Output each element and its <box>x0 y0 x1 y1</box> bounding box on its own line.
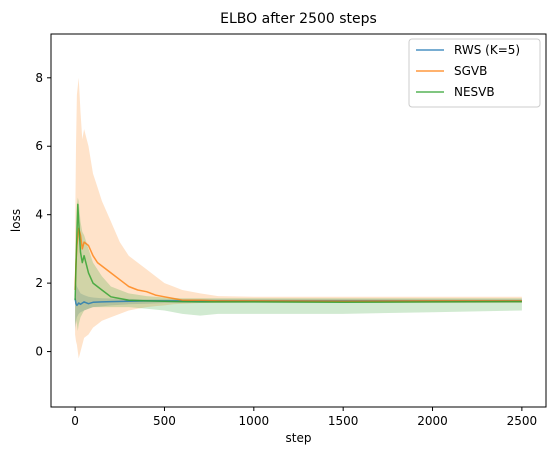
series-lines <box>74 203 522 307</box>
variance-bands <box>75 77 522 359</box>
x-tick-label: 500 <box>153 414 176 428</box>
legend-label-rws-k-5: RWS (K=5) <box>454 43 520 57</box>
legend: RWS (K=5) SGVB NESVB <box>408 38 541 108</box>
sgvb-band <box>75 77 522 359</box>
plot-area-frame <box>50 33 547 408</box>
x-tick-label: 0 <box>71 414 79 428</box>
x-axis-ticks: 0 500 1000 1500 2000 2500 <box>71 407 537 428</box>
y-axis-ticks: 0 2 4 6 8 <box>35 71 51 359</box>
y-tick-label: 0 <box>35 345 43 359</box>
y-axis-label: loss <box>9 209 23 232</box>
x-tick-label: 1000 <box>239 414 270 428</box>
nesvb-line <box>74 203 522 304</box>
x-tick-label: 2000 <box>417 414 448 428</box>
y-tick-label: 8 <box>35 71 43 85</box>
x-axis-label: step <box>286 431 312 445</box>
legend-box <box>408 38 541 108</box>
x-tick-label: 2500 <box>507 414 538 428</box>
y-tick-label: 4 <box>35 208 43 222</box>
legend-label-nesvb: NESVB <box>454 85 495 99</box>
y-tick-label: 6 <box>35 139 43 153</box>
legend-label-sgvb: SGVB <box>454 64 487 78</box>
sgvb-line <box>74 227 522 303</box>
chart-title: ELBO after 2500 steps <box>220 11 377 27</box>
nesvb-band <box>75 197 522 331</box>
y-tick-label: 2 <box>35 276 43 290</box>
x-tick-label: 1500 <box>328 414 359 428</box>
